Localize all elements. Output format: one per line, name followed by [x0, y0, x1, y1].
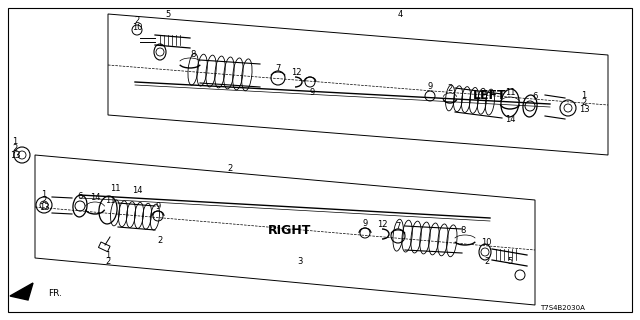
Text: FR.: FR. — [48, 289, 62, 298]
Text: 6: 6 — [77, 191, 83, 201]
Text: 10: 10 — [481, 237, 492, 246]
Text: 2: 2 — [12, 143, 18, 153]
Text: 1: 1 — [42, 189, 47, 198]
Text: RIGHT: RIGHT — [268, 223, 312, 236]
Text: 6: 6 — [532, 92, 538, 100]
Text: 3: 3 — [298, 258, 303, 267]
Text: 13: 13 — [38, 203, 49, 212]
Text: 14: 14 — [132, 186, 142, 195]
Text: 12: 12 — [377, 220, 387, 228]
Text: 13: 13 — [10, 150, 20, 159]
Text: 2: 2 — [484, 258, 490, 267]
Text: 11: 11 — [105, 196, 115, 204]
Text: 9: 9 — [156, 202, 161, 211]
Text: 4: 4 — [397, 10, 403, 19]
Text: 13: 13 — [579, 105, 589, 114]
Text: 2: 2 — [581, 98, 587, 107]
Text: 2: 2 — [106, 258, 111, 267]
Text: 8: 8 — [190, 50, 196, 59]
Text: 11: 11 — [109, 183, 120, 193]
Text: 2: 2 — [447, 84, 452, 92]
Text: 2: 2 — [42, 196, 47, 204]
Text: 2: 2 — [134, 15, 140, 25]
Text: 10: 10 — [132, 22, 142, 31]
Text: 12: 12 — [291, 68, 301, 76]
Text: 7: 7 — [396, 221, 401, 230]
Text: 14: 14 — [505, 115, 515, 124]
Text: 7: 7 — [275, 63, 281, 73]
Text: 2: 2 — [227, 164, 232, 172]
Text: 8: 8 — [460, 226, 466, 235]
Text: T7S4B2030A: T7S4B2030A — [540, 305, 585, 311]
Text: LEFT: LEFT — [473, 89, 507, 101]
Text: 1: 1 — [106, 251, 111, 260]
Text: 1: 1 — [581, 91, 587, 100]
Text: 14: 14 — [90, 193, 100, 202]
Text: 5: 5 — [508, 258, 513, 267]
Text: 1: 1 — [12, 137, 18, 146]
Text: 9: 9 — [428, 82, 433, 91]
Bar — [99, 242, 110, 252]
Polygon shape — [10, 283, 33, 300]
Text: 11: 11 — [505, 87, 515, 97]
Text: 9: 9 — [362, 219, 367, 228]
Text: 5: 5 — [165, 10, 171, 19]
Text: 2: 2 — [157, 236, 163, 244]
Text: 9: 9 — [309, 87, 315, 97]
